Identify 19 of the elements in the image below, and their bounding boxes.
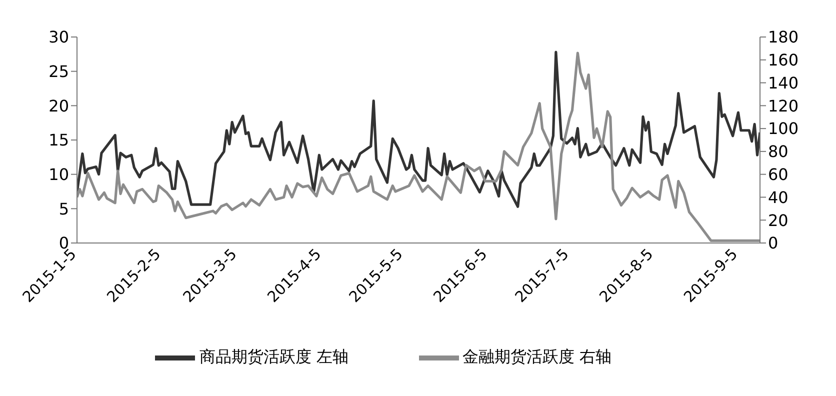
y2-tick-label: 0 (768, 234, 778, 253)
y2-tick-label: 20 (768, 210, 788, 230)
y2-tick-label: 120 (768, 96, 799, 116)
y-tick-label: 5 (58, 199, 69, 218)
y2-tick-label: 80 (768, 142, 788, 162)
line-series (77, 50, 760, 208)
y2-tick-label: 40 (768, 188, 788, 207)
y2-tick-label: 60 (768, 165, 788, 184)
y-tick-label: 10 (48, 165, 69, 184)
y2-tick-label: 140 (768, 73, 799, 92)
legend-label: 金融期货活跃度 右轴 (462, 347, 612, 366)
y2-tick-label: 160 (768, 50, 799, 70)
y-tick-label: 20 (48, 96, 69, 116)
y-tick-label: 30 (48, 28, 69, 47)
y-tick-label: 25 (48, 62, 69, 82)
y2-tick-label: 180 (768, 28, 799, 47)
y-tick-label: 15 (48, 130, 69, 150)
legend-label: 商品期货活跃度 左轴 (199, 347, 348, 366)
y2-tick-label: 100 (768, 119, 799, 138)
